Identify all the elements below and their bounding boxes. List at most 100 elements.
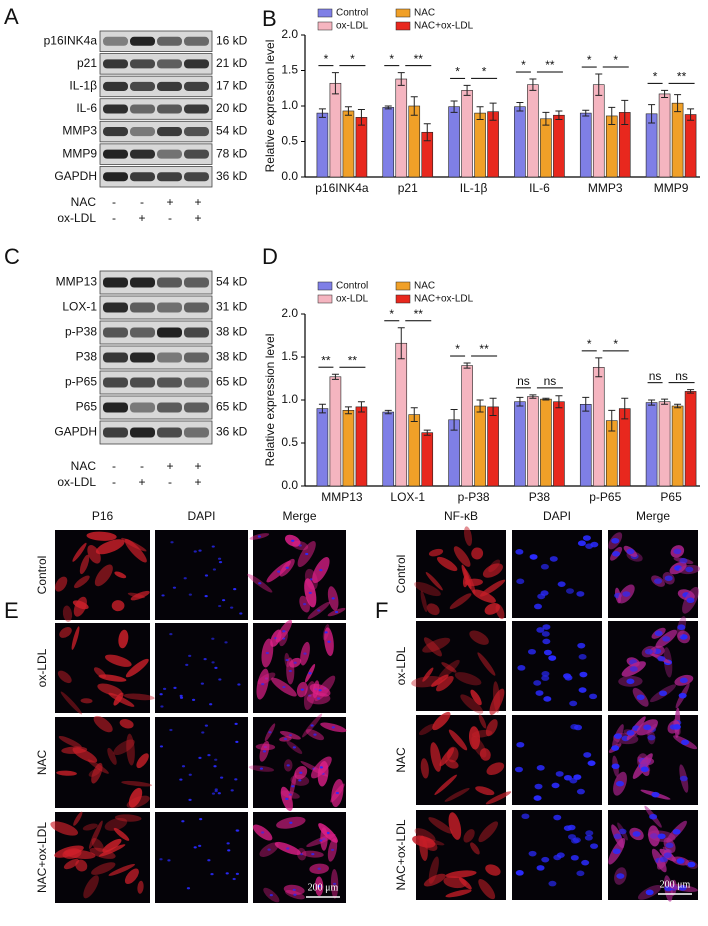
blot-band	[130, 402, 155, 413]
significance-label: **	[479, 342, 489, 356]
nucleus	[535, 690, 544, 696]
cell	[436, 675, 454, 692]
nucleus	[159, 693, 163, 696]
cell	[83, 875, 99, 899]
treatment-sign: +	[166, 195, 173, 209]
blot-band	[103, 127, 128, 137]
size-label: 65 kD	[216, 400, 248, 414]
cell	[479, 748, 491, 761]
protein-label: GAPDH	[54, 425, 97, 439]
nucleus	[214, 666, 218, 670]
error-bar	[397, 72, 405, 86]
nucleus	[286, 764, 290, 767]
column-header: NF-κB	[444, 509, 478, 523]
bar	[382, 411, 395, 487]
nucleus	[288, 734, 292, 737]
nucleus	[193, 846, 197, 849]
cell	[438, 659, 460, 680]
bar	[553, 401, 565, 487]
nucleus	[204, 595, 208, 598]
significance-label: *	[613, 53, 618, 67]
row-label: ox-LDL	[35, 648, 49, 687]
nucleus	[657, 655, 666, 662]
blot-band	[130, 127, 155, 137]
nucleus	[286, 847, 290, 850]
nucleus	[644, 648, 653, 655]
cell	[82, 823, 98, 831]
bar	[474, 405, 486, 487]
blot-strip	[99, 345, 213, 370]
nucleus	[563, 825, 572, 831]
cell	[87, 759, 109, 774]
nucleus	[234, 722, 238, 726]
cell	[485, 864, 501, 876]
nucleus	[573, 774, 582, 780]
nucleus	[613, 733, 622, 739]
cell	[63, 858, 80, 870]
error-bar	[648, 104, 656, 124]
bar	[395, 342, 408, 487]
nucleus	[257, 535, 261, 538]
x-tick-label: p16INK4a	[315, 181, 369, 195]
legend-swatch	[317, 21, 333, 31]
nucleus	[570, 854, 579, 861]
blot-band	[157, 377, 182, 388]
cell	[136, 753, 149, 769]
protein-label: P38	[76, 350, 98, 364]
error-bar	[516, 396, 524, 407]
cell	[428, 817, 453, 834]
nucleus	[193, 550, 197, 553]
nucleus	[285, 797, 289, 800]
nucleus	[331, 726, 335, 729]
cell	[471, 547, 484, 560]
row-label: Control	[35, 556, 49, 595]
bar	[527, 396, 539, 487]
nucleus	[578, 687, 587, 693]
cell	[428, 856, 439, 884]
micrograph	[155, 812, 248, 903]
y-tick-label: 2.0	[281, 306, 298, 320]
blot-band	[184, 172, 209, 182]
nucleus	[515, 870, 524, 876]
significance-label: *	[482, 65, 487, 79]
nucleus	[160, 705, 164, 708]
nucleus	[564, 674, 573, 681]
bar	[618, 408, 631, 487]
error-bar	[463, 362, 471, 369]
nucleus	[226, 842, 230, 845]
nucleus	[289, 821, 293, 824]
x-tick-label: p-P38	[458, 490, 490, 504]
cell	[72, 600, 89, 610]
nucleus	[179, 694, 183, 698]
nucleus	[224, 641, 228, 644]
bar	[671, 405, 684, 487]
nucleus	[217, 792, 221, 795]
blot-strip	[99, 295, 213, 320]
nucleus	[317, 885, 321, 888]
nucleus	[529, 554, 538, 560]
treatment-sign: +	[138, 211, 145, 225]
column-header: Merge	[282, 509, 316, 523]
size-label: 78 kD	[216, 146, 248, 160]
cell	[94, 564, 113, 587]
blot-band	[157, 172, 182, 182]
nucleus	[540, 563, 549, 570]
error-bar	[318, 403, 326, 414]
nucleus	[211, 545, 215, 548]
cell	[60, 691, 83, 715]
cell	[97, 683, 123, 696]
nucleus	[679, 677, 688, 684]
cell	[73, 811, 83, 826]
nucleus	[198, 844, 202, 847]
nucleus	[317, 697, 321, 700]
nucleus	[622, 591, 631, 597]
nucleus	[235, 872, 239, 875]
error-bar	[542, 111, 550, 126]
error-bar	[397, 327, 405, 360]
nucleus	[207, 859, 211, 862]
error-bar	[463, 84, 471, 96]
cell	[461, 564, 472, 590]
cell	[478, 879, 496, 900]
nucleus	[239, 612, 243, 615]
bar	[527, 84, 539, 178]
